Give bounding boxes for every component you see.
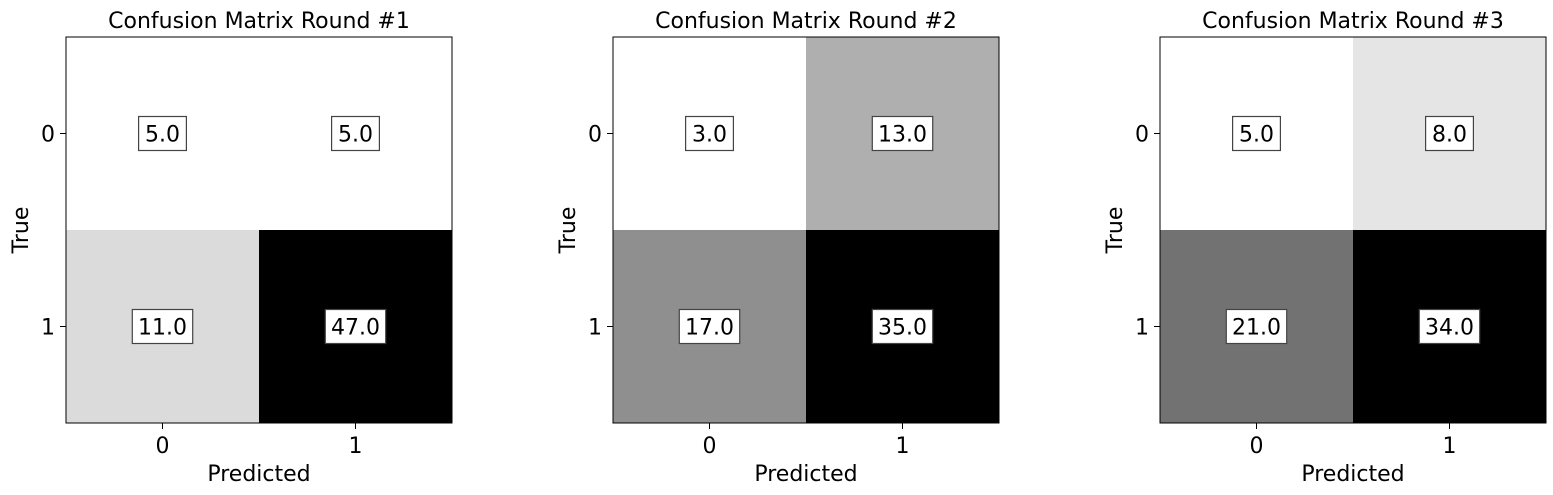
chart-title: Confusion Matrix Round #2 xyxy=(655,9,957,34)
x-tick-label-0: 0 xyxy=(156,434,170,459)
chart-title: Confusion Matrix Round #3 xyxy=(1202,9,1504,34)
cell-label-box-r1-c0 xyxy=(1225,308,1288,345)
cell-value-label-r1-c0: 17.0 xyxy=(685,316,734,341)
y-axis-label: True xyxy=(556,207,581,255)
axes-frame xyxy=(65,36,453,424)
x-tick-label-0: 0 xyxy=(703,434,717,459)
y-tick-label-0: 0 xyxy=(1135,123,1149,148)
x-axis-label: Predicted xyxy=(754,462,857,487)
y-tick-label-1: 1 xyxy=(1135,316,1149,341)
axes-frame xyxy=(612,36,1000,424)
confusion-matrix-panel-2: 3.0 13.0 17.0 35.0 0 1 0 1 Confusion Matrix Roun… xyxy=(556,9,1000,487)
cell-label-box-r1-c1 xyxy=(324,308,387,345)
cell-label-box-r1-c0 xyxy=(131,308,194,345)
cell-value-label-r1-c1: 35.0 xyxy=(878,316,927,341)
y-axis-label: True xyxy=(9,207,34,255)
cell-label-box-r0-c1 xyxy=(871,115,934,152)
x-tick-label-1: 1 xyxy=(349,434,363,459)
cell-value-label-r0-c1: 8.0 xyxy=(1432,123,1467,148)
confusion-matrix-panel-1: 5.0 5.0 11.0 47.0 0 1 0 1 Confusion Matrix Round… xyxy=(9,9,453,487)
axes-frame xyxy=(1159,36,1547,424)
y-tick-label-0: 0 xyxy=(588,123,602,148)
y-tick-label-1: 1 xyxy=(41,316,55,341)
x-axis-label: Predicted xyxy=(1301,462,1404,487)
y-axis-label: True xyxy=(1103,207,1128,255)
cell-value-label-r1-c0: 11.0 xyxy=(138,316,187,341)
confusion-matrix-panel-3: 5.0 8.0 21.0 34.0 0 1 0 1 Confusion Matrix Round… xyxy=(1103,9,1547,487)
chart-title: Confusion Matrix Round #1 xyxy=(108,9,410,34)
x-axis-label: Predicted xyxy=(207,462,310,487)
cell-label-box-r0-c0 xyxy=(1231,115,1281,152)
cell-label-box-r1-c1 xyxy=(1418,308,1481,345)
cell-value-label-r0-c1: 5.0 xyxy=(338,123,373,148)
cell-value-label-r0-c1: 13.0 xyxy=(878,123,927,148)
cell-label-box-r1-c0 xyxy=(678,308,741,345)
x-tick-label-1: 1 xyxy=(896,434,910,459)
cell-label-box-r0-c0 xyxy=(684,115,734,152)
cell-value-label-r0-c0: 3.0 xyxy=(692,123,727,148)
cell-value-label-r1-c1: 47.0 xyxy=(331,316,380,341)
cell-value-label-r0-c0: 5.0 xyxy=(1239,123,1274,148)
cell-value-label-r1-c0: 21.0 xyxy=(1232,316,1281,341)
cell-label-box-r0-c1 xyxy=(331,115,381,152)
y-tick-label-1: 1 xyxy=(588,316,602,341)
cell-value-label-r0-c0: 5.0 xyxy=(145,123,180,148)
cell-label-box-r0-c1 xyxy=(1424,115,1474,152)
cell-value-label-r1-c1: 34.0 xyxy=(1425,316,1474,341)
y-tick-label-0: 0 xyxy=(41,123,55,148)
x-tick-label-1: 1 xyxy=(1443,434,1457,459)
cell-label-box-r0-c0 xyxy=(138,115,188,152)
x-tick-label-0: 0 xyxy=(1250,434,1264,459)
cell-label-box-r1-c1 xyxy=(871,308,934,345)
